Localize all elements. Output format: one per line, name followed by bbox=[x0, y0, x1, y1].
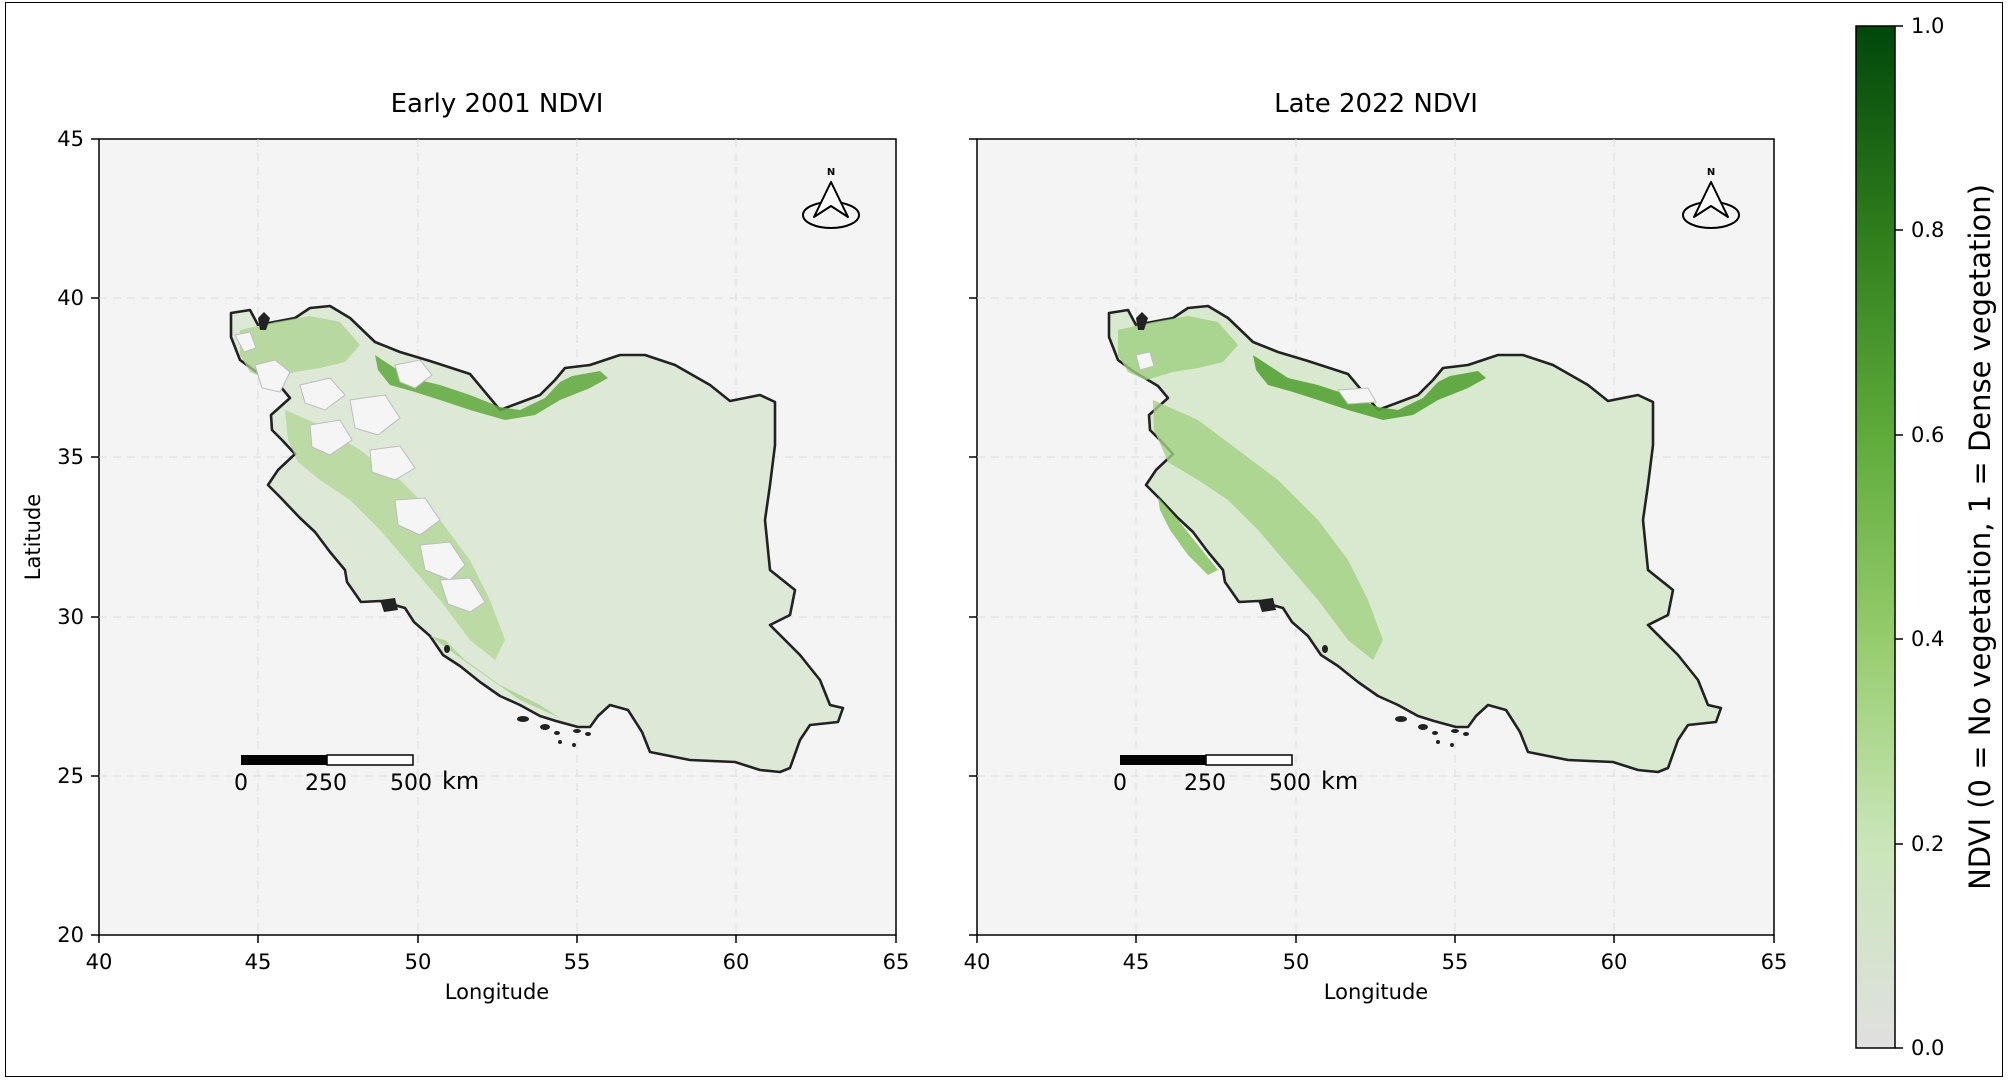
x-tick-label: 50 bbox=[405, 950, 432, 974]
x-axis-ticks bbox=[98, 935, 897, 943]
panel-title: Early 2001 NDVI bbox=[391, 89, 604, 119]
scale-label: 0 bbox=[234, 771, 248, 796]
scale-label: 0 bbox=[1113, 771, 1127, 796]
vegetation-zone-caspian bbox=[375, 355, 608, 420]
colorbar-ticks bbox=[1895, 25, 1903, 1049]
north-arrow: N bbox=[802, 167, 860, 229]
panel-title: Late 2022 NDVI bbox=[1274, 89, 1478, 119]
scale-label: 500 bbox=[390, 771, 432, 796]
country-outline bbox=[1107, 304, 1723, 774]
x-tick-labels: 40 45 50 55 60 65 bbox=[964, 950, 1788, 974]
colorbar-label: NDVI (0 = No vegetation, 1 = Dense veget… bbox=[1963, 184, 1997, 890]
colorbar-tick-label: 0.0 bbox=[1911, 1036, 1944, 1060]
scale-bar: 0 250 500 km bbox=[234, 754, 479, 796]
x-tick-label: 55 bbox=[564, 950, 591, 974]
x-tick-label: 50 bbox=[1283, 950, 1310, 974]
y-axis-label: Latitude bbox=[21, 494, 45, 580]
iran-ndvi-map bbox=[1107, 304, 1723, 774]
no-data-patches bbox=[1135, 351, 1377, 405]
y-tick-label: 40 bbox=[57, 286, 84, 310]
colorbar-tick-label: 0.6 bbox=[1911, 423, 1944, 447]
x-tick-label: 45 bbox=[1123, 950, 1150, 974]
vegetation-zone-south-coast bbox=[1158, 497, 1218, 575]
map-panel-2001: Early 2001 NDVI bbox=[21, 89, 909, 1004]
north-label: N bbox=[1707, 167, 1715, 178]
y-tick-label: 35 bbox=[57, 445, 84, 469]
north-arrow: N bbox=[1682, 167, 1740, 229]
colorbar-tick-label: 0.4 bbox=[1911, 627, 1944, 651]
colorbar-tick-label: 1.0 bbox=[1911, 14, 1944, 38]
y-tick-label: 20 bbox=[57, 923, 84, 947]
north-label: N bbox=[827, 167, 835, 178]
y-axis-ticks bbox=[91, 138, 99, 936]
colorbar-tick-label: 0.8 bbox=[1911, 218, 1944, 242]
x-tick-labels: 40 45 50 55 60 65 bbox=[86, 950, 910, 974]
no-data-patches bbox=[234, 331, 486, 613]
x-tick-label: 65 bbox=[883, 950, 910, 974]
x-tick-label: 45 bbox=[245, 950, 272, 974]
scale-unit: km bbox=[1321, 767, 1358, 795]
y-tick-labels: 20 25 30 35 40 45 bbox=[57, 127, 84, 947]
vegetation-zone-caspian bbox=[1253, 355, 1486, 420]
scale-label: 250 bbox=[1184, 771, 1226, 796]
colorbar-gradient bbox=[1855, 25, 1896, 1049]
islands bbox=[258, 312, 591, 747]
colorbar-tick-label: 0.2 bbox=[1911, 832, 1944, 856]
y-tick-label: 30 bbox=[57, 605, 84, 629]
map-panel-2022: Late 2022 NDVI bbox=[964, 89, 1788, 1004]
vegetation-zone-south-coast bbox=[430, 636, 560, 718]
y-axis-ticks bbox=[969, 138, 977, 936]
x-tick-label: 40 bbox=[964, 950, 991, 974]
x-tick-label: 40 bbox=[86, 950, 113, 974]
iran-ndvi-map bbox=[229, 304, 845, 774]
x-axis-label: Longitude bbox=[445, 980, 549, 1004]
y-tick-label: 45 bbox=[57, 127, 84, 151]
x-tick-label: 65 bbox=[1761, 950, 1788, 974]
islands bbox=[1136, 312, 1469, 747]
x-tick-label: 60 bbox=[723, 950, 750, 974]
x-axis-label: Longitude bbox=[1324, 980, 1428, 1004]
scale-label: 250 bbox=[305, 771, 347, 796]
x-tick-label: 60 bbox=[1601, 950, 1628, 974]
vegetation-zone-zagros bbox=[1153, 400, 1383, 660]
scale-unit: km bbox=[442, 767, 479, 795]
x-tick-label: 55 bbox=[1442, 950, 1469, 974]
scale-label: 500 bbox=[1269, 771, 1311, 796]
y-tick-label: 25 bbox=[57, 764, 84, 788]
scale-bar: 0 250 500 km bbox=[1113, 754, 1358, 796]
colorbar-tick-labels: 0.0 0.2 0.4 0.6 0.8 1.0 bbox=[1911, 14, 1944, 1060]
colorbar: 0.0 0.2 0.4 0.6 0.8 1.0 NDVI (0 = No veg… bbox=[1855, 14, 1997, 1060]
x-axis-ticks bbox=[976, 935, 1775, 943]
